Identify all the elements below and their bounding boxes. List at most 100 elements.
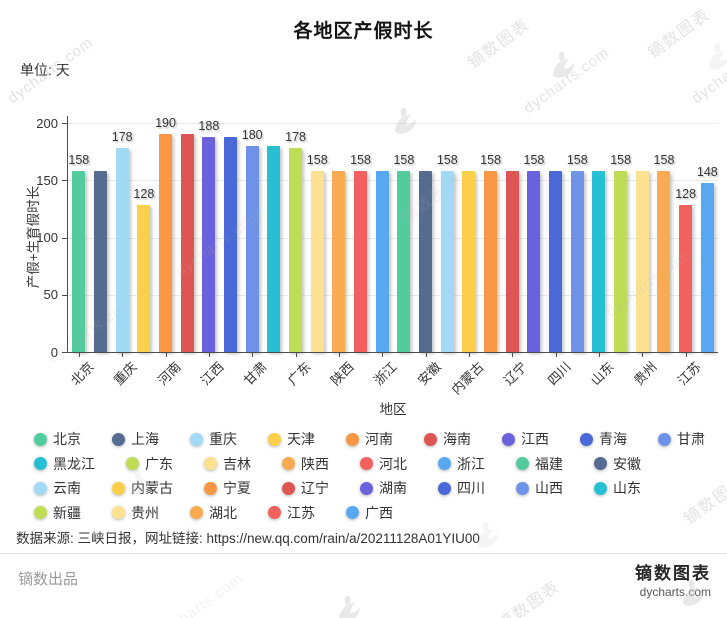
bar[interactable] — [354, 171, 368, 352]
unit-label: 单位: 天 — [20, 62, 70, 78]
legend-color-dot-icon — [424, 432, 437, 446]
legend-label: 天津 — [287, 431, 315, 448]
legend-item[interactable]: 贵州 — [112, 503, 159, 523]
bar[interactable] — [267, 145, 281, 352]
x-tick-label: 江西 — [197, 359, 227, 389]
bar[interactable] — [397, 171, 411, 352]
brand-block: 镝数图表 dycharts.com — [635, 559, 711, 599]
legend-item[interactable]: 福建 — [516, 454, 563, 474]
bar[interactable] — [614, 171, 628, 352]
bar[interactable] — [527, 171, 541, 352]
bar-slot: 158 — [68, 123, 90, 352]
bar-slot — [176, 123, 198, 352]
bar-slot — [631, 123, 653, 352]
bar[interactable] — [700, 182, 714, 352]
legend-item[interactable]: 青海 — [580, 429, 627, 449]
legend-item[interactable]: 吉林 — [204, 454, 251, 474]
bar[interactable] — [289, 148, 303, 352]
bar[interactable] — [159, 134, 173, 352]
dove-watermark-icon — [326, 590, 370, 618]
bar[interactable] — [635, 171, 649, 352]
x-tick-label: 山东 — [587, 359, 617, 389]
legend-item[interactable]: 陕西 — [282, 454, 329, 474]
legend-label: 安徽 — [613, 455, 641, 472]
bar[interactable] — [549, 171, 563, 352]
legend-label: 四川 — [457, 480, 485, 497]
bar[interactable] — [679, 205, 693, 352]
legend-item[interactable]: 黑龙江 — [34, 454, 95, 474]
legend-item[interactable]: 天津 — [268, 429, 315, 449]
legend-item[interactable]: 上海 — [112, 429, 159, 449]
bar-slot — [545, 123, 567, 352]
bar-slot — [371, 123, 393, 352]
bar-slot — [501, 123, 523, 352]
x-tick-label: 重庆 — [110, 359, 140, 389]
legend-item[interactable]: 云南 — [34, 478, 81, 498]
legend-item[interactable]: 江西 — [502, 429, 549, 449]
bar[interactable] — [137, 205, 151, 352]
legend-item[interactable]: 辽宁 — [282, 478, 329, 498]
bar[interactable] — [94, 171, 107, 352]
legend-item[interactable]: 新疆 — [34, 503, 81, 523]
legend-item[interactable]: 重庆 — [190, 429, 237, 449]
legend-item[interactable]: 浙江 — [438, 454, 485, 474]
x-tick-label: 广东 — [284, 359, 314, 389]
bar[interactable] — [245, 145, 259, 352]
legend-item[interactable]: 宁夏 — [204, 478, 251, 498]
x-tick-label: 江苏 — [674, 359, 704, 389]
y-tick-label: 50 — [43, 287, 58, 303]
legend-item[interactable]: 四川 — [438, 478, 485, 498]
legend-item[interactable]: 广东 — [126, 454, 173, 474]
x-tick-mark — [78, 352, 80, 357]
legend-label: 广西 — [365, 504, 393, 521]
bar[interactable] — [375, 171, 389, 352]
legend-item[interactable]: 山西 — [516, 478, 563, 498]
bar[interactable] — [72, 171, 86, 352]
legend-item[interactable]: 北京 — [34, 429, 81, 449]
bar[interactable] — [657, 171, 671, 352]
gridline — [68, 294, 718, 296]
legend-item[interactable]: 河南 — [346, 429, 393, 449]
bar[interactable] — [115, 148, 129, 352]
legend-item[interactable]: 湖南 — [360, 478, 407, 498]
bar[interactable] — [202, 136, 216, 352]
bar[interactable] — [462, 171, 476, 352]
bar-slot — [588, 123, 610, 352]
bar-value-label: 128 — [675, 187, 697, 202]
chart-title: 各地区产假时长 — [293, 21, 434, 42]
legend-color-dot-icon — [112, 432, 125, 446]
producer-credit: 镝数出品 — [18, 571, 79, 588]
bar[interactable] — [570, 171, 584, 352]
bar[interactable] — [310, 171, 324, 352]
legend-item[interactable]: 内蒙古 — [112, 478, 173, 498]
legend-color-dot-icon — [268, 432, 281, 446]
bar-slot — [220, 123, 242, 352]
legend-label: 吉林 — [223, 455, 251, 472]
x-tick-mark — [555, 352, 557, 357]
legend-item[interactable]: 安徽 — [594, 454, 641, 474]
legend-item[interactable]: 广西 — [346, 503, 393, 523]
bar[interactable] — [224, 136, 238, 352]
x-tick-mark — [338, 352, 340, 357]
bar[interactable] — [440, 171, 454, 352]
legend-item[interactable]: 山东 — [594, 478, 641, 498]
legend-item[interactable]: 海南 — [424, 429, 471, 449]
legend-item[interactable]: 甘肃 — [658, 429, 705, 449]
brand-url: dycharts.com — [639, 585, 711, 599]
bar[interactable] — [505, 171, 519, 352]
legend-color-dot-icon — [438, 457, 451, 471]
bar[interactable] — [332, 171, 346, 352]
legend-label: 海南 — [443, 431, 471, 448]
legend-item[interactable]: 江苏 — [268, 503, 315, 523]
legend-item[interactable]: 湖北 — [190, 503, 237, 523]
bar[interactable] — [419, 171, 433, 352]
bar-slot: 158 — [566, 123, 588, 352]
bar-slot — [263, 123, 285, 352]
bar-slot: 178 — [285, 123, 307, 352]
legend-color-dot-icon — [204, 457, 217, 471]
bar[interactable] — [484, 171, 498, 352]
bar[interactable] — [592, 171, 606, 352]
legend-item[interactable]: 河北 — [360, 454, 407, 474]
bar[interactable] — [180, 134, 194, 352]
legend-label: 广东 — [145, 455, 173, 472]
